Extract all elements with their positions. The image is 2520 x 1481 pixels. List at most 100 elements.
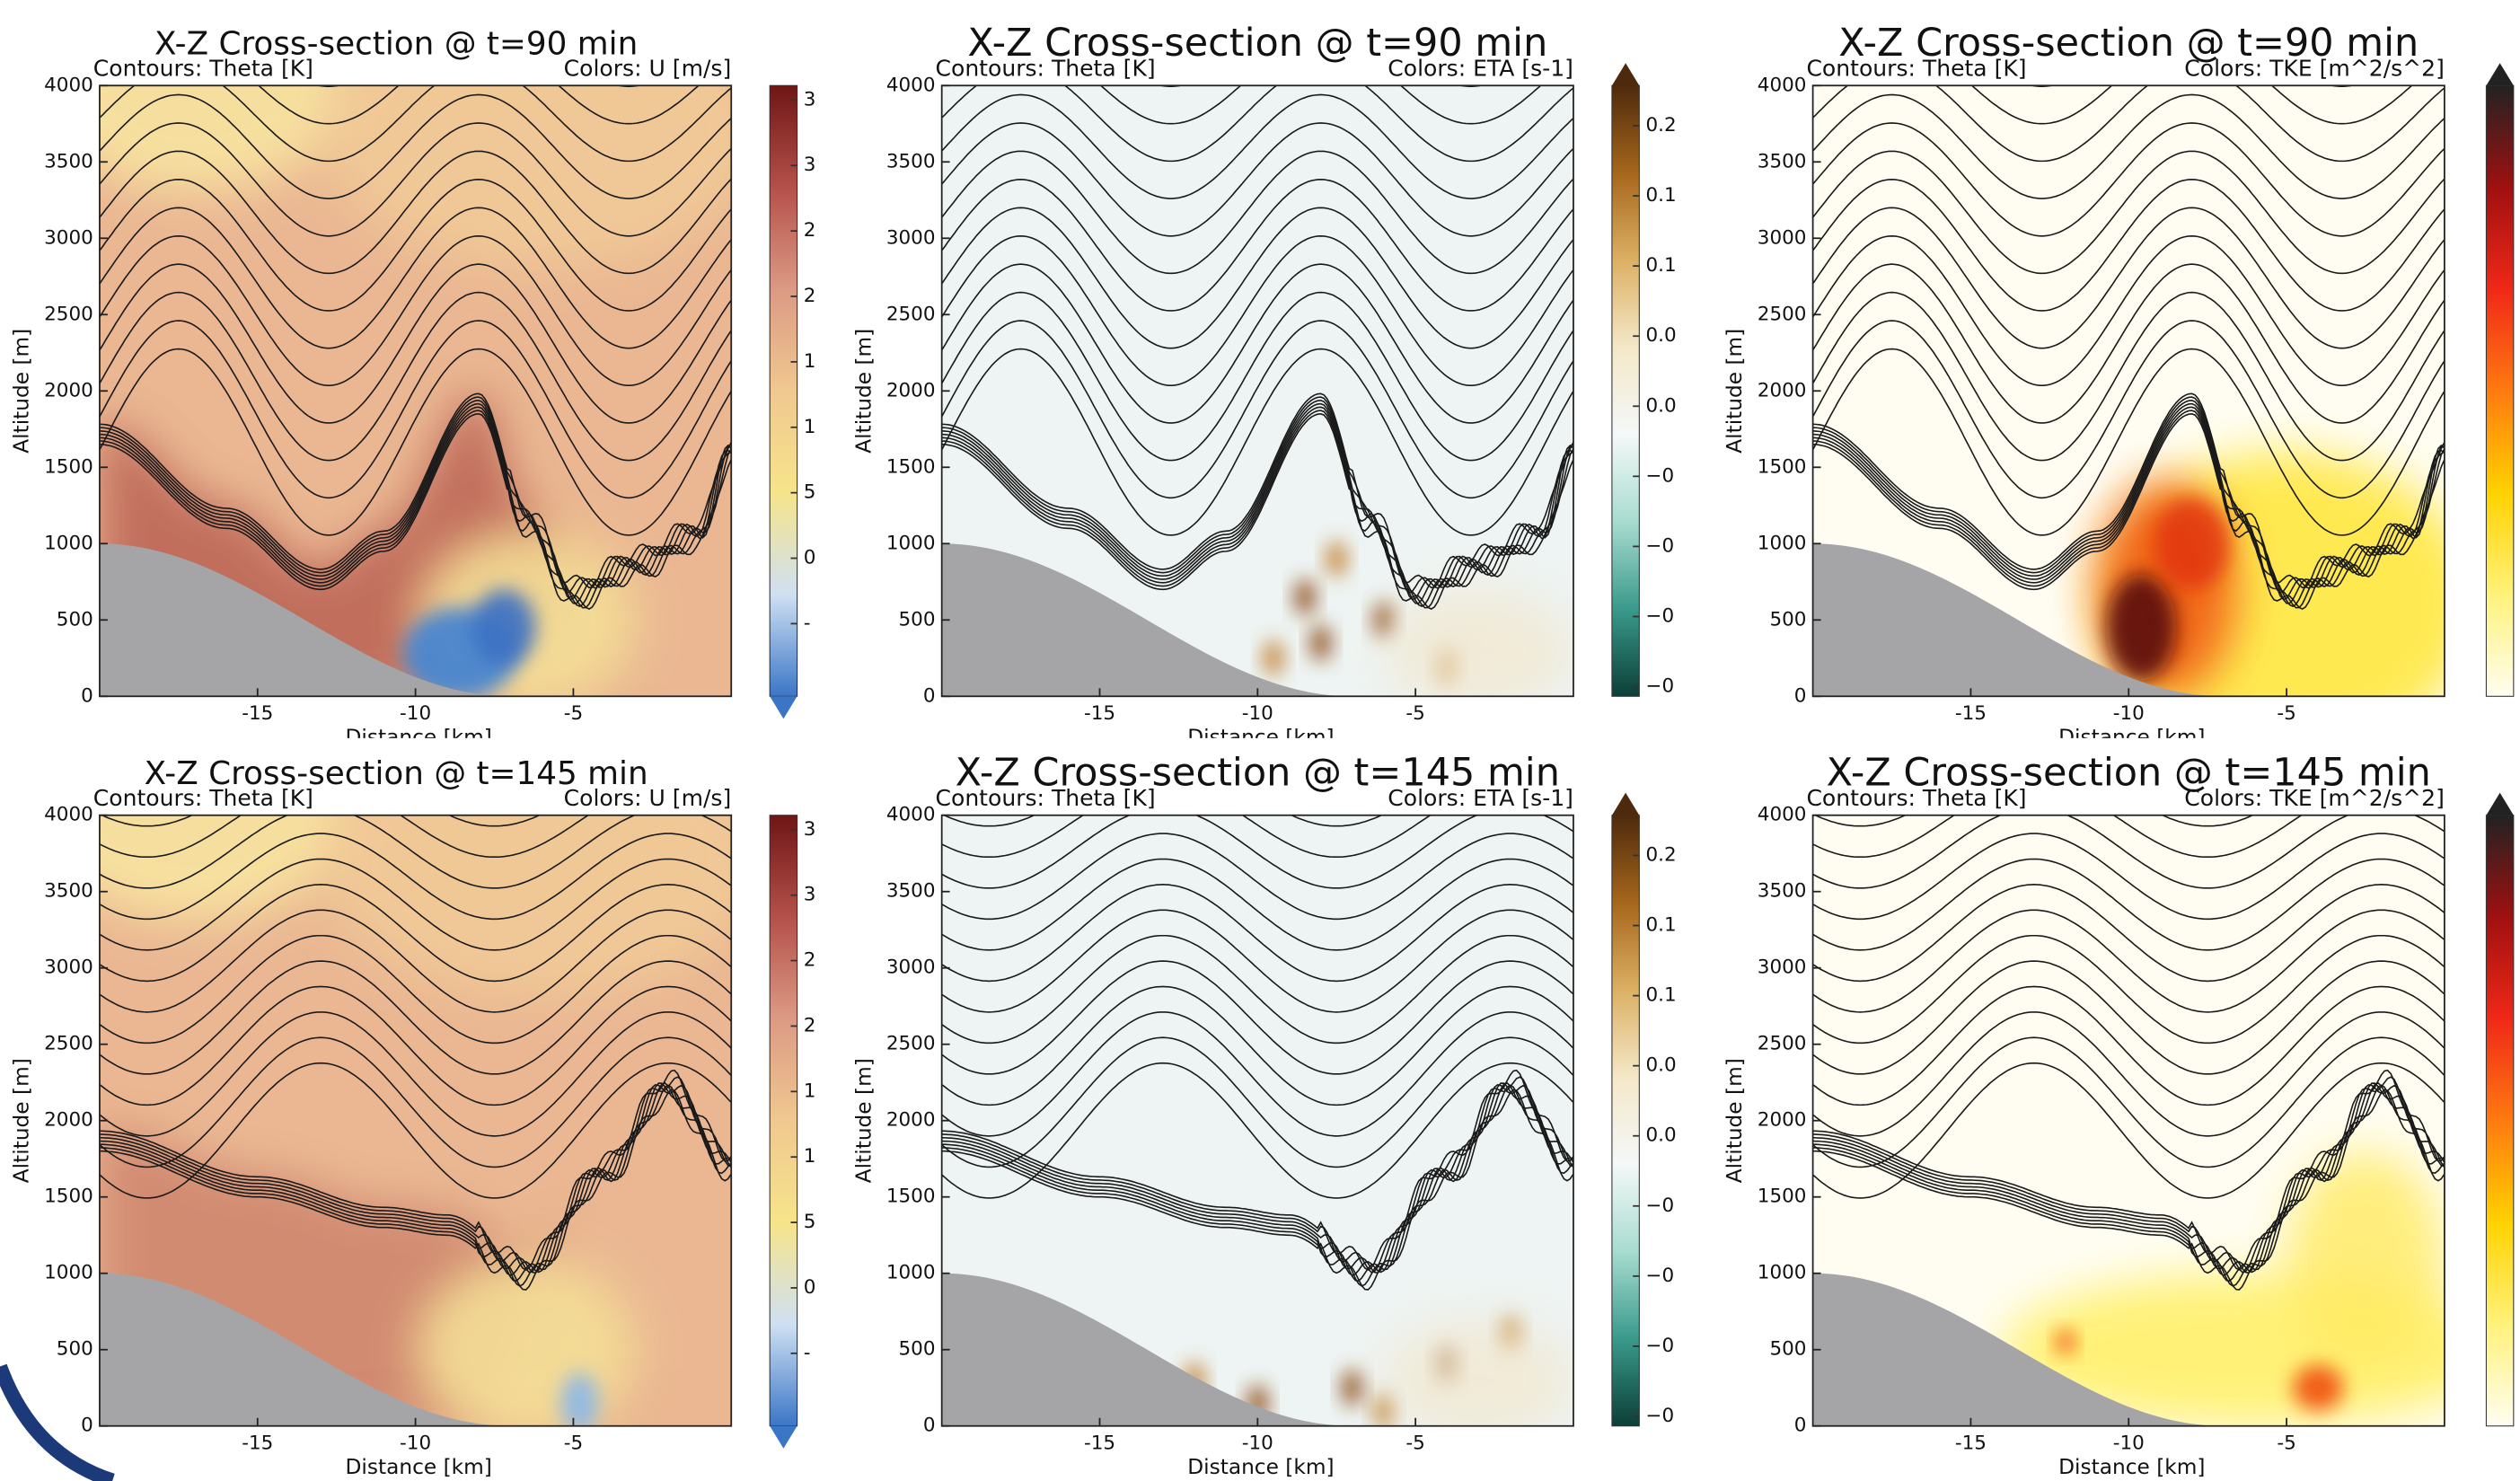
colorbar-tick-label: −0 (1645, 1405, 1674, 1427)
contour-line (99, 985, 732, 1106)
colorbar-tick-label: - (804, 612, 811, 634)
contour-line (99, 884, 732, 983)
colorbar-extension (2486, 792, 2514, 815)
colorbar (2485, 84, 2515, 697)
x-axis-label: Distance [km] (346, 725, 492, 749)
y-tick-label: 3500 (44, 150, 93, 172)
colorbar-tick-label: 1 (804, 1145, 816, 1168)
contour-label: Contours: Theta [K] (936, 785, 1156, 811)
contour-line (99, 150, 732, 275)
contour-line (99, 1089, 732, 1291)
contour-line (1812, 263, 2445, 424)
contour-line (941, 392, 1573, 589)
contour-line (99, 400, 732, 601)
colorbar (769, 815, 798, 1427)
contour-line (941, 413, 1573, 611)
y-tick-label: 500 (899, 1338, 936, 1361)
contour-label: Contours: Theta [K] (936, 55, 1156, 81)
contour-line (941, 1062, 1573, 1199)
contour-line (1812, 1089, 2445, 1291)
y-tick-label: 0 (1794, 684, 1807, 707)
contour-line (941, 348, 1573, 536)
plot-area (941, 85, 1573, 697)
x-tick-label: -15 (1084, 702, 1115, 725)
contour-line (1812, 960, 2445, 1075)
contour-line (941, 884, 1573, 983)
field-feature (321, 85, 732, 269)
contour-line (941, 400, 1573, 601)
y-tick-label: 1000 (1758, 1262, 1807, 1284)
x-axis-label: Distance [km] (346, 1455, 492, 1479)
contour-line (99, 263, 732, 424)
contour-line (941, 93, 1573, 199)
contour-line (941, 263, 1573, 424)
contour-line (99, 815, 590, 859)
y-axis-label: Altitude [m] (851, 329, 876, 454)
colorbar-tick-label: −0 (1645, 604, 1674, 627)
y-tick-label: 1500 (886, 1186, 936, 1208)
contour-line (1812, 93, 2445, 199)
y-tick-label: 2500 (44, 1033, 93, 1055)
y-tick-label: 1500 (886, 455, 936, 478)
terrain (1812, 1273, 2224, 1426)
x-tick-label: -10 (400, 1432, 431, 1454)
colorbar-tick-label: −0 (1645, 1335, 1674, 1357)
contour-line (99, 1062, 732, 1199)
contour-line (941, 909, 1573, 1013)
contour-line (941, 1011, 1573, 1137)
x-tick-label: -10 (1242, 1432, 1273, 1454)
contour-line (1812, 85, 2445, 163)
y-tick-label: 2000 (886, 1109, 936, 1132)
colorbar-tick-label: 3 (804, 154, 816, 176)
colorbar-extension (1611, 792, 1640, 815)
y-tick-label: 4000 (1758, 804, 1807, 826)
y-tick-label: 500 (57, 608, 93, 630)
field-feature (1309, 624, 1332, 662)
x-axis-label: Distance [km] (1187, 1455, 1334, 1479)
contour-line (1812, 985, 2445, 1106)
field-feature (1262, 639, 1285, 677)
contour-line (1099, 85, 1542, 125)
x-tick-label: -15 (1084, 1432, 1115, 1454)
x-tick-label: -10 (400, 702, 431, 725)
colorbar-tick-label: 0.0 (1645, 324, 1676, 347)
field-feature (1372, 601, 1396, 639)
field-feature (321, 815, 732, 999)
contour-line (1812, 400, 2445, 601)
y-axis-label: Altitude [m] (851, 1058, 876, 1183)
contour-line (1812, 1081, 2445, 1282)
field-feature (99, 85, 353, 193)
contour-line (99, 960, 732, 1075)
contour-line (99, 1084, 732, 1287)
y-tick-label: 4000 (886, 804, 936, 826)
x-axis-group: -15 -10 -5 Distance [km] (242, 702, 583, 749)
y-tick-label: 0 (81, 684, 93, 707)
x-tick-label: -10 (2113, 702, 2145, 725)
terrain (941, 1273, 1353, 1426)
x-tick-label: -5 (2277, 1432, 2295, 1454)
contour-line (941, 815, 1432, 859)
contour-line (99, 93, 732, 199)
contour-line (1812, 348, 2445, 536)
contour-line (1812, 320, 2445, 499)
contour-line (1812, 122, 2445, 237)
colorbar-extension (770, 696, 797, 719)
chart-title: X-Z Cross-section @ t=90 min (967, 21, 1547, 66)
colorbar-tick-label: 0.2 (1645, 843, 1676, 866)
field-feature (1372, 1392, 1396, 1426)
contour-line (941, 858, 1573, 951)
contour-line (99, 413, 732, 611)
contour-line (99, 392, 732, 589)
field-feature (2106, 574, 2176, 682)
y-tick-label: 4000 (44, 74, 93, 96)
field-feature (1384, 589, 1573, 697)
y-tick-label: 3000 (44, 956, 93, 979)
y-tick-label: 1500 (1758, 455, 1807, 478)
y-axis-label: Altitude [m] (1723, 329, 1747, 454)
contour-line (1812, 909, 2445, 1013)
contour-line (99, 234, 732, 386)
field-feature (560, 1372, 599, 1426)
y-tick-label: 2500 (44, 303, 93, 325)
